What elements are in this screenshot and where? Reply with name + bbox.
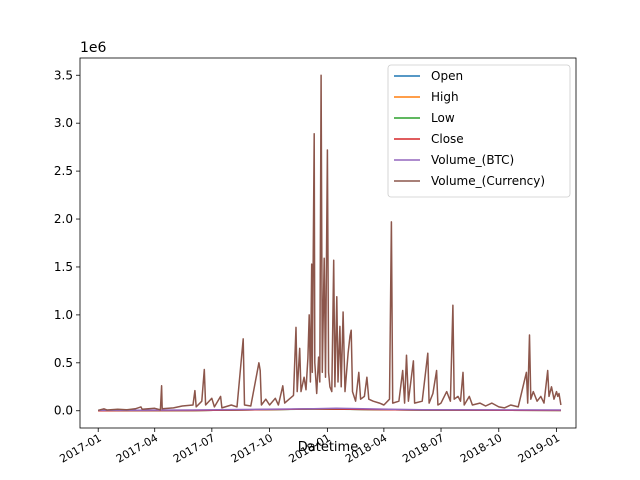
- y-tick-label: 3.0: [54, 116, 73, 130]
- legend-entry: Close: [431, 132, 464, 146]
- y-tick-label: 1.0: [54, 308, 73, 322]
- y-tick-label: 1.5: [54, 260, 73, 274]
- series-layer: [98, 74, 562, 412]
- y-tick-label: 3.5: [54, 68, 73, 82]
- y-tick-label: 0.0: [54, 404, 73, 418]
- legend-box: [387, 64, 571, 198]
- legend-entry: Volume_(BTC): [431, 153, 514, 167]
- y-tick-label: 2.5: [54, 164, 73, 178]
- x-axis-label: Datetime: [298, 440, 358, 455]
- y-tick-label: 2.0: [54, 212, 73, 226]
- plot-frame: [79, 57, 577, 429]
- series-line-volume-btc: [98, 407, 561, 412]
- legend-entry: High: [431, 90, 459, 104]
- y-axis: 0.0 0.5 1.0 1.5 2.0 2.5 3.0 3.5: [54, 68, 80, 418]
- y-tick-label: 0.5: [54, 356, 73, 370]
- legend-entry: Open: [431, 69, 463, 83]
- y-offset-text: 1e6: [80, 40, 107, 56]
- legend: Open High Low Close Volume_(BTC) Volume_(Curr…: [387, 64, 571, 198]
- series-line-volume-currency: [98, 74, 562, 412]
- legend-entry: Low: [431, 111, 455, 125]
- legend-entry: Volume_(Currency): [431, 174, 545, 188]
